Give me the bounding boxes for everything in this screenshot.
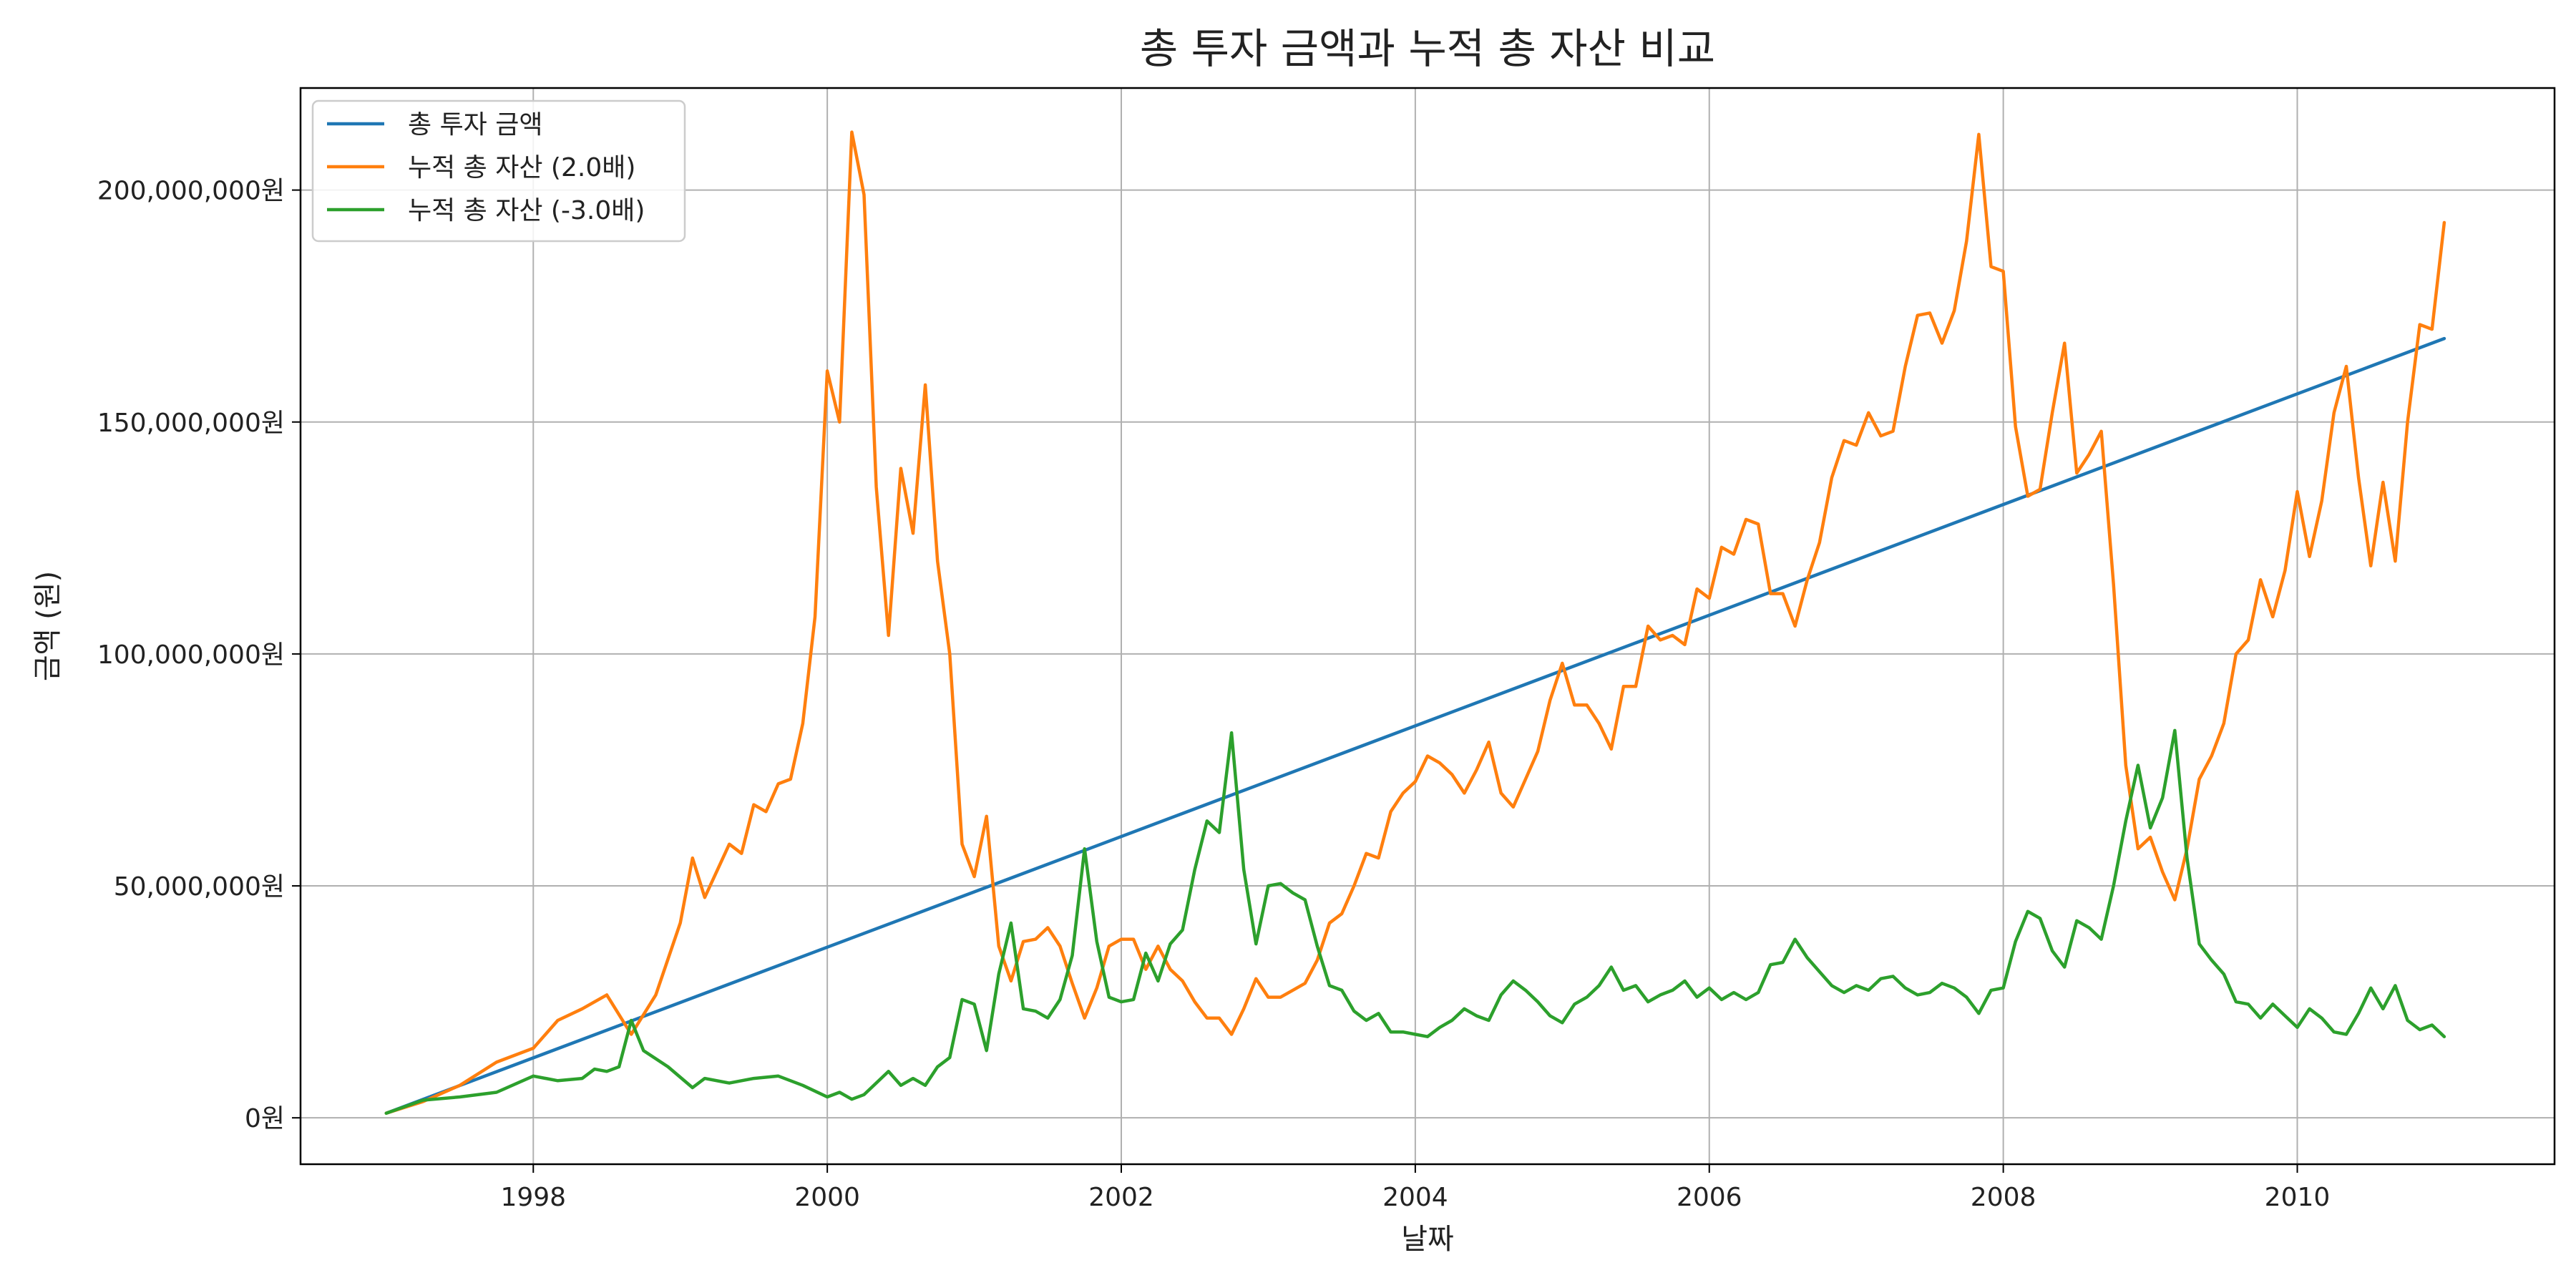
y-tick-label: 0원 — [245, 1104, 285, 1133]
legend-box — [311, 99, 686, 243]
y-tick-label: 50,000,000원 — [114, 872, 285, 902]
grid-lines — [301, 88, 2555, 1164]
series-line-2 — [384, 130, 2446, 1115]
plot-frame — [299, 87, 2556, 1166]
legend-label: 누적 총 자산 (-3.0배) — [408, 196, 645, 225]
y-axis: 0원 50,000,000원 100,000,000원 150,000,000원 200… — [97, 177, 301, 1133]
x-tick-label: 2004 — [1382, 1183, 1448, 1212]
y-tick-label: 200,000,000원 — [97, 177, 285, 206]
legend-label: 총 투자 금액 — [408, 110, 543, 140]
chart-title: 총 투자 금액과 누적 총 자산 비교 — [1140, 24, 1715, 73]
y-axis-label: 금액 (원) — [31, 571, 64, 681]
series-line-3 — [384, 728, 2446, 1115]
y-tick-label: 100,000,000원 — [97, 640, 285, 670]
x-tick-label: 2002 — [1088, 1183, 1154, 1212]
x-tick-label: 2000 — [794, 1183, 860, 1212]
legend-label: 누적 총 자산 (2.0배) — [408, 153, 635, 182]
x-axis-label: 날짜 — [1401, 1223, 1454, 1256]
x-axis: 1998 2000 2002 2004 2006 2008 2010 — [500, 1164, 2330, 1212]
x-tick-label: 2008 — [1971, 1183, 2036, 1212]
x-tick-label: 1998 — [500, 1183, 566, 1212]
x-tick-label: 2006 — [1677, 1183, 1742, 1212]
series-layer — [384, 130, 2446, 1115]
series-line-1 — [384, 336, 2446, 1115]
x-tick-label: 2010 — [2265, 1183, 2331, 1212]
y-tick-label: 150,000,000원 — [97, 409, 285, 438]
